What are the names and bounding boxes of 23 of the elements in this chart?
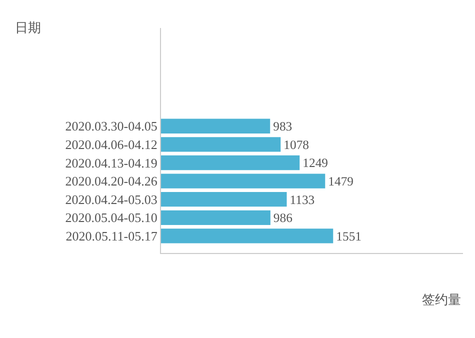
data-label: 1551 xyxy=(336,229,362,244)
data-label: 1078 xyxy=(284,138,310,152)
bar xyxy=(161,118,270,134)
bar xyxy=(161,210,270,225)
bar xyxy=(161,228,334,244)
y-tick-label: 2020.04.13-04.19 xyxy=(65,155,158,170)
text: 签约量 xyxy=(422,293,461,308)
data-label: 986 xyxy=(273,211,292,226)
y-tick-label: 2020.04.06-04.12 xyxy=(65,136,158,152)
bar xyxy=(161,137,281,152)
y-tick-label: 2020.05.11-05.17 xyxy=(66,228,158,244)
data-label: 1133 xyxy=(290,192,315,207)
data-label: 983 xyxy=(273,120,292,134)
data-label: 1479 xyxy=(328,174,354,188)
y-tick-label: 2020.03.30-04.05 xyxy=(65,118,158,134)
data-label: 1249 xyxy=(302,156,328,170)
y-tick-label: 2020.04.24-05.03 xyxy=(65,192,158,207)
text: 日期 xyxy=(15,21,41,36)
bar xyxy=(161,174,326,188)
bar xyxy=(161,192,287,207)
y-tick-label: 2020.05.04-05.10 xyxy=(65,210,158,226)
bar xyxy=(161,155,300,170)
y-tick-label: 2020.04.20-04.26 xyxy=(65,174,158,189)
